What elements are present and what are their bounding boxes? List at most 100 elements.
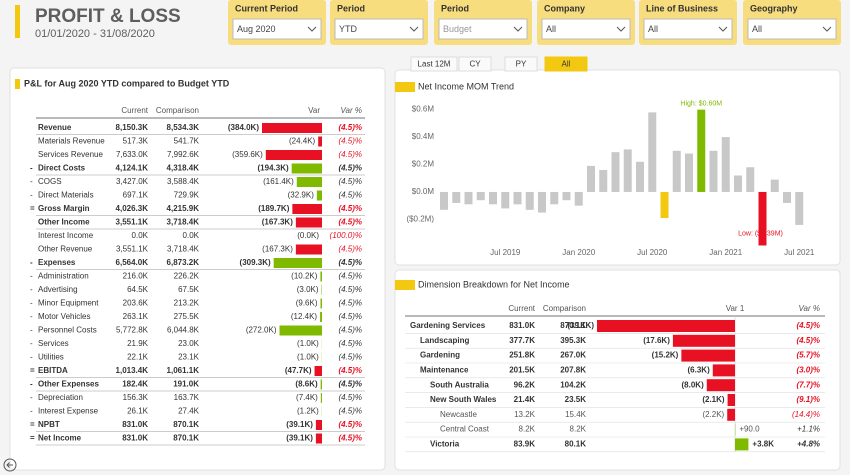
period-tab-label[interactable]: PY <box>516 60 527 69</box>
bar <box>721 137 730 192</box>
filter-value[interactable]: Budget <box>443 24 472 34</box>
column-header: Current <box>508 304 535 313</box>
variance-label: (17.6K) <box>643 336 670 345</box>
variance-pct: (4.5)% <box>338 353 362 362</box>
row-prefix: - <box>30 258 33 267</box>
row-prefix: - <box>30 353 33 362</box>
row-label: Gross Margin <box>38 204 90 213</box>
filter-value[interactable]: All <box>648 24 658 34</box>
row-label: Utilities <box>38 353 64 362</box>
dropdown-chevron[interactable] <box>409 26 419 32</box>
filter-value[interactable]: Aug 2020 <box>237 24 276 34</box>
back-arrow[interactable] <box>6 462 13 468</box>
dropdown-chevron[interactable] <box>718 26 728 32</box>
pl-panel <box>9 67 386 471</box>
row-prefix: = <box>30 366 35 375</box>
current-value: 13.2K <box>514 410 536 419</box>
filter-dropdown[interactable] <box>643 18 733 40</box>
period-tab-label[interactable]: CY <box>469 60 481 69</box>
variance-label: (39.1K) <box>286 420 313 429</box>
page-title: PROFIT & LOSS <box>35 6 181 27</box>
variance-label: +90.0 <box>739 425 760 434</box>
variance-label: (272.0K) <box>246 326 277 335</box>
row-prefix: - <box>30 326 33 335</box>
period-tab[interactable] <box>544 56 588 72</box>
current-value: 216.0K <box>123 272 149 281</box>
back-button[interactable] <box>3 458 17 472</box>
row-label: Materials Revenue <box>38 137 105 146</box>
filter-label[interactable]: Current Period <box>235 3 298 13</box>
filter-value[interactable]: YTD <box>339 24 358 34</box>
column-header: Var % <box>341 106 363 115</box>
x-tick-label: Jul 2021 <box>784 248 815 257</box>
variance-label: (384.0K) <box>228 123 259 132</box>
comparison-value: 1,061.1K <box>167 366 200 375</box>
row-label: Motor Vehicles <box>38 312 90 321</box>
filter-label[interactable]: Company <box>544 3 585 13</box>
filter-dropdown[interactable] <box>747 18 837 40</box>
dropdown-chevron[interactable] <box>822 26 832 32</box>
variance-pct: (5.7)% <box>796 351 820 360</box>
current-value: 697.1K <box>123 191 149 200</box>
variance-bar <box>273 258 322 268</box>
current-value: 4,026.3K <box>116 204 149 213</box>
period-tab-label[interactable]: All <box>562 60 571 69</box>
variance-pct: (4.5)% <box>338 299 362 308</box>
variance-pct: (7.7)% <box>796 380 820 389</box>
filter-dropdown[interactable] <box>541 18 631 40</box>
period-tab[interactable] <box>504 56 538 72</box>
variance-bar <box>292 204 322 214</box>
comparison-value: 207.8K <box>560 366 586 375</box>
bar <box>525 191 534 210</box>
period-tab[interactable] <box>458 56 492 72</box>
filter-value[interactable]: All <box>546 24 556 34</box>
dropdown-chevron[interactable] <box>307 26 317 32</box>
filter-dropdown[interactable] <box>438 18 528 40</box>
row-label: Maintenance <box>420 366 469 375</box>
period-tab[interactable] <box>410 56 458 72</box>
variance-label: (24.4K) <box>289 137 316 146</box>
comparison-value: 541.7K <box>174 137 200 146</box>
variance-bar <box>320 298 322 309</box>
variance-label: (47.7K) <box>285 366 312 375</box>
filter-label[interactable]: Geography <box>750 3 798 13</box>
bar <box>783 191 791 203</box>
row-label: EBITDA <box>38 366 68 375</box>
bar <box>758 191 767 246</box>
period-tab-label[interactable]: Last 12M <box>418 60 451 69</box>
row-label: Direct Materials <box>38 191 94 200</box>
variance-label: (1.0K) <box>297 353 319 362</box>
filter-dropdown[interactable] <box>232 18 322 40</box>
variance-pct: (4.5)% <box>338 137 362 146</box>
x-tick-label: Jan 2020 <box>562 248 595 257</box>
row-label: NPBT <box>38 420 60 429</box>
row-label: Net Income <box>38 434 82 443</box>
variance-label: (39.1K) <box>567 321 594 330</box>
row-prefix: = <box>30 204 35 213</box>
filter-label[interactable]: Period <box>441 3 469 13</box>
dropdown-chevron[interactable] <box>513 26 523 32</box>
title-accent <box>15 5 20 38</box>
row-label: Central Coast <box>440 425 490 434</box>
filter-value[interactable]: All <box>752 24 762 34</box>
y-tick-label: $0.6M <box>412 105 435 114</box>
filter-label[interactable]: Line of Business <box>646 3 718 13</box>
current-value: 201.5K <box>509 366 535 375</box>
row-label: Interest Income <box>38 231 94 240</box>
dropdown-chevron[interactable] <box>616 26 626 32</box>
current-value: 8.2K <box>519 425 536 434</box>
comparison-value: 23.5K <box>565 395 587 404</box>
variance-bar <box>291 163 322 174</box>
variance-pct: (4.5)% <box>338 285 362 294</box>
column-header: Var % <box>799 304 821 313</box>
filter-dropdown[interactable] <box>334 18 424 40</box>
variance-bar <box>712 364 735 377</box>
variance-pct: (4.5)% <box>338 177 362 186</box>
row-label: Gardening Services <box>410 321 486 330</box>
variance-label: (167.3K) <box>262 245 293 254</box>
back-icon[interactable] <box>3 458 17 472</box>
variance-pct: (4.5)% <box>338 366 362 375</box>
filter-label[interactable]: Period <box>337 3 365 13</box>
variance-pct: (4.5)% <box>338 123 362 132</box>
variance-bar <box>315 420 322 430</box>
